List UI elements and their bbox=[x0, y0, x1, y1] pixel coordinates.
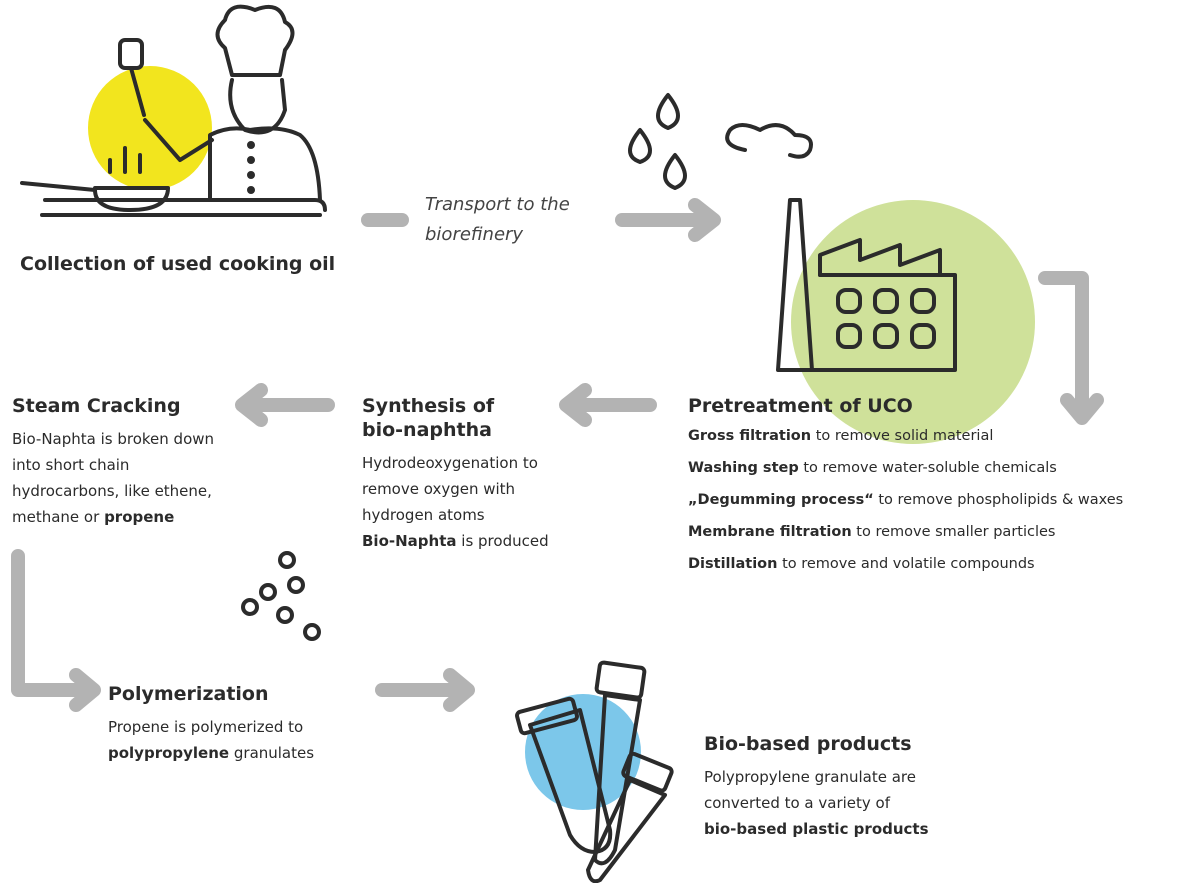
polymerization: Polymerization Propene is polymerized to… bbox=[108, 682, 348, 766]
transport-label: Transport to the biorefinery bbox=[425, 190, 605, 250]
text: granulates bbox=[234, 744, 314, 762]
step-text: to remove phospholipids & waxes bbox=[878, 492, 1123, 508]
step-name: Washing step bbox=[688, 460, 799, 476]
pretreatment-steps: Gross filtration to remove solid materia… bbox=[688, 426, 1201, 574]
products-text: Polypropylene granulate are converted to… bbox=[704, 764, 944, 842]
products: Bio-based products Polypropylene granula… bbox=[704, 732, 944, 842]
step: Distillation to remove and volatile comp… bbox=[688, 554, 1201, 574]
text: Propene is polymerized to bbox=[108, 718, 303, 736]
bold-text: polypropylene bbox=[108, 744, 229, 762]
polymerization-title: Polymerization bbox=[108, 682, 348, 706]
synthesis-text: Hydrodeoxygenation to remove oxygen with… bbox=[362, 450, 562, 554]
synthesis-title: Synthesis of bio-naphtha bbox=[362, 394, 522, 442]
step-name: „Degumming process“ bbox=[688, 492, 874, 508]
step: Membrane filtration to remove smaller pa… bbox=[688, 522, 1201, 542]
steam-cracking-title: Steam Cracking bbox=[12, 394, 230, 418]
collection-label: Collection of used cooking oil bbox=[20, 252, 335, 276]
step-text: to remove smaller particles bbox=[856, 524, 1055, 540]
step-text: to remove water-soluble chemicals bbox=[803, 460, 1057, 476]
text: Polypropylene granulate are converted to… bbox=[704, 768, 916, 812]
step-name: Membrane filtration bbox=[688, 524, 852, 540]
pretreatment: Pretreatment of UCO Gross filtration to … bbox=[688, 394, 1201, 586]
page: Collection of used cooking oil Transport… bbox=[0, 0, 1201, 883]
polymerization-text: Propene is polymerized to polypropylene g… bbox=[108, 714, 348, 766]
text: is produced bbox=[461, 532, 548, 550]
pretreatment-title: Pretreatment of UCO bbox=[688, 394, 1201, 418]
step-text: to remove and volatile compounds bbox=[782, 556, 1035, 572]
products-title: Bio-based products bbox=[704, 732, 944, 756]
text: Hydrodeoxygenation to remove oxygen with… bbox=[362, 454, 538, 524]
step-name: Distillation bbox=[688, 556, 777, 572]
steam-cracking: Steam Cracking Bio-Naphta is broken down… bbox=[12, 394, 230, 530]
synthesis: Synthesis of bio-naphtha Hydrodeoxygenat… bbox=[362, 394, 562, 554]
bold-text: bio-based plastic products bbox=[704, 820, 929, 838]
step: Washing step to remove water-soluble che… bbox=[688, 458, 1201, 478]
steam-cracking-text: Bio-Naphta is broken down into short cha… bbox=[12, 426, 230, 530]
step: Gross filtration to remove solid materia… bbox=[688, 426, 1201, 446]
step-name: Gross filtration bbox=[688, 428, 811, 444]
bold-text: propene bbox=[104, 508, 174, 526]
step-text: to remove solid material bbox=[816, 428, 994, 444]
step: „Degumming process“ to remove phospholip… bbox=[688, 490, 1201, 510]
bold-text: Bio-Naphta bbox=[362, 532, 457, 550]
